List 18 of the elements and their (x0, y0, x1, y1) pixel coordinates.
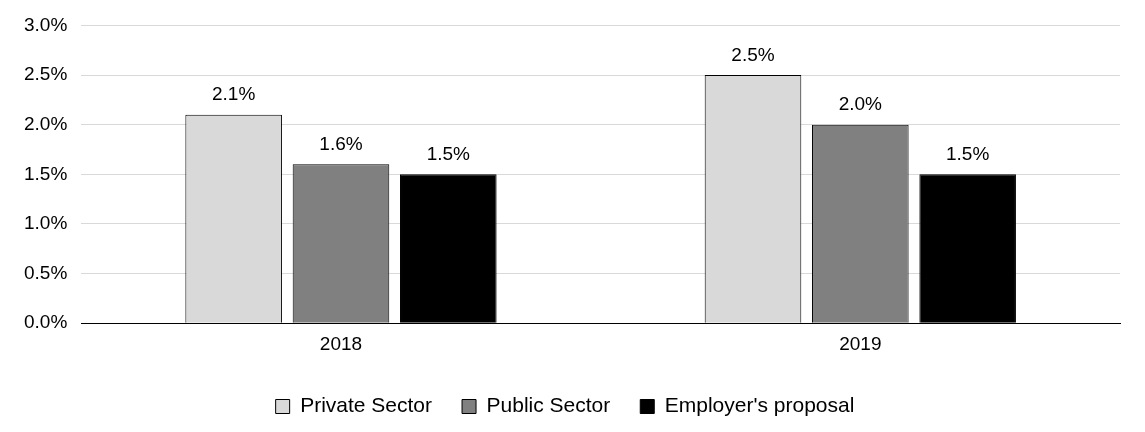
data-label: 2.5% (731, 43, 775, 65)
y-tick-label: 0.5% (23, 261, 68, 283)
y-tick-label: 1.5% (23, 162, 68, 184)
y-tick-label: 2.0% (23, 112, 68, 134)
y-tick-label: 2.5% (23, 63, 68, 85)
data-label: 1.6% (319, 133, 363, 155)
x-tick-label: 2019 (839, 332, 882, 354)
legend-label: Employer's proposal (664, 393, 855, 417)
data-label: 2.1% (211, 83, 256, 105)
data-label: 2.0% (838, 93, 883, 115)
y-tick-label: 0.0% (23, 311, 68, 333)
y-tick-label: 3.0% (23, 13, 68, 35)
y-tick-label: 1.0% (23, 212, 68, 234)
legend-label: Private Sector (300, 393, 433, 417)
data-label: 1.5% (946, 143, 990, 165)
legend-label: Public Sector (486, 393, 611, 417)
data-label: 1.5% (426, 143, 471, 165)
x-tick-label: 2018 (319, 332, 363, 354)
